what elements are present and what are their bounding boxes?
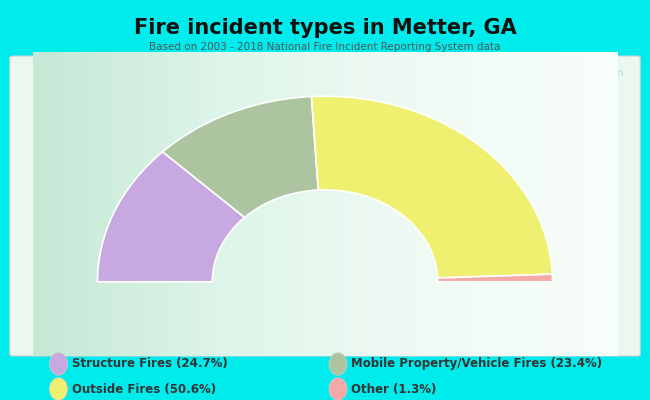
Wedge shape	[311, 96, 552, 278]
Ellipse shape	[49, 378, 68, 400]
Text: City-Data.com: City-Data.com	[545, 68, 624, 78]
Wedge shape	[98, 152, 244, 282]
Text: Fire incident types in Metter, GA: Fire incident types in Metter, GA	[134, 18, 516, 38]
Text: Outside Fires (50.6%): Outside Fires (50.6%)	[72, 382, 216, 396]
Ellipse shape	[329, 353, 347, 375]
Wedge shape	[162, 96, 318, 217]
Text: Structure Fires (24.7%): Structure Fires (24.7%)	[72, 358, 228, 370]
Ellipse shape	[49, 353, 68, 375]
Text: Other (1.3%): Other (1.3%)	[351, 382, 436, 396]
Text: Based on 2003 - 2018 National Fire Incident Reporting System data: Based on 2003 - 2018 National Fire Incid…	[150, 42, 500, 52]
Text: Mobile Property/Vehicle Fires (23.4%): Mobile Property/Vehicle Fires (23.4%)	[351, 358, 602, 370]
FancyBboxPatch shape	[10, 56, 640, 356]
Ellipse shape	[329, 378, 347, 400]
Wedge shape	[437, 274, 552, 282]
